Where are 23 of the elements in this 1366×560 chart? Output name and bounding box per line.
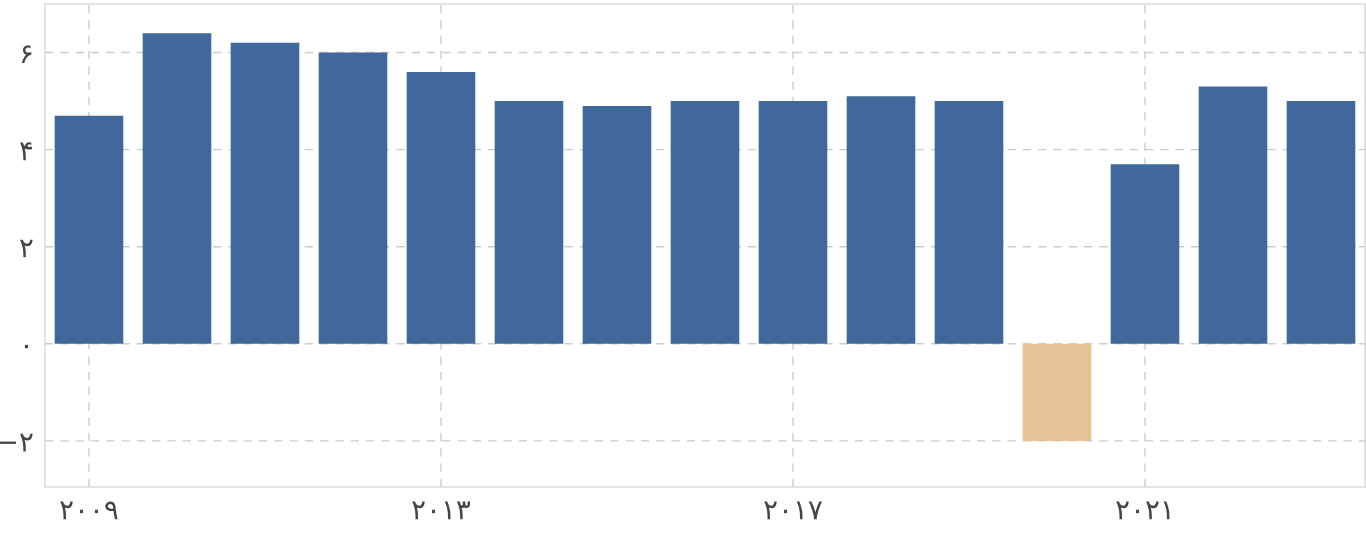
bar [934, 101, 1004, 344]
bar [494, 101, 564, 344]
y-tick-label: ۲ [20, 239, 33, 258]
bar [1198, 86, 1268, 344]
x-tick-label: ۲۰۲۱ [1116, 501, 1170, 520]
bar [230, 42, 300, 344]
bar [1286, 101, 1356, 344]
bar [54, 115, 124, 344]
x-tick-label: ۲۰۱۷ [764, 501, 823, 520]
bar [758, 101, 828, 344]
bar [1110, 164, 1180, 344]
bar [318, 52, 388, 344]
x-tick-label: ۲۰۰۹ [60, 501, 118, 520]
bar [406, 71, 476, 344]
y-tick-label: ۰ [24, 344, 28, 349]
bar [670, 101, 740, 344]
x-tick-label: ۲۰۱۳ [412, 501, 471, 520]
bar [1022, 343, 1092, 441]
bar [142, 33, 212, 344]
bar [582, 105, 652, 344]
y-tick-label: ۴ [20, 142, 33, 161]
y-tick-label: ۶ [21, 45, 32, 64]
bar [846, 96, 916, 344]
